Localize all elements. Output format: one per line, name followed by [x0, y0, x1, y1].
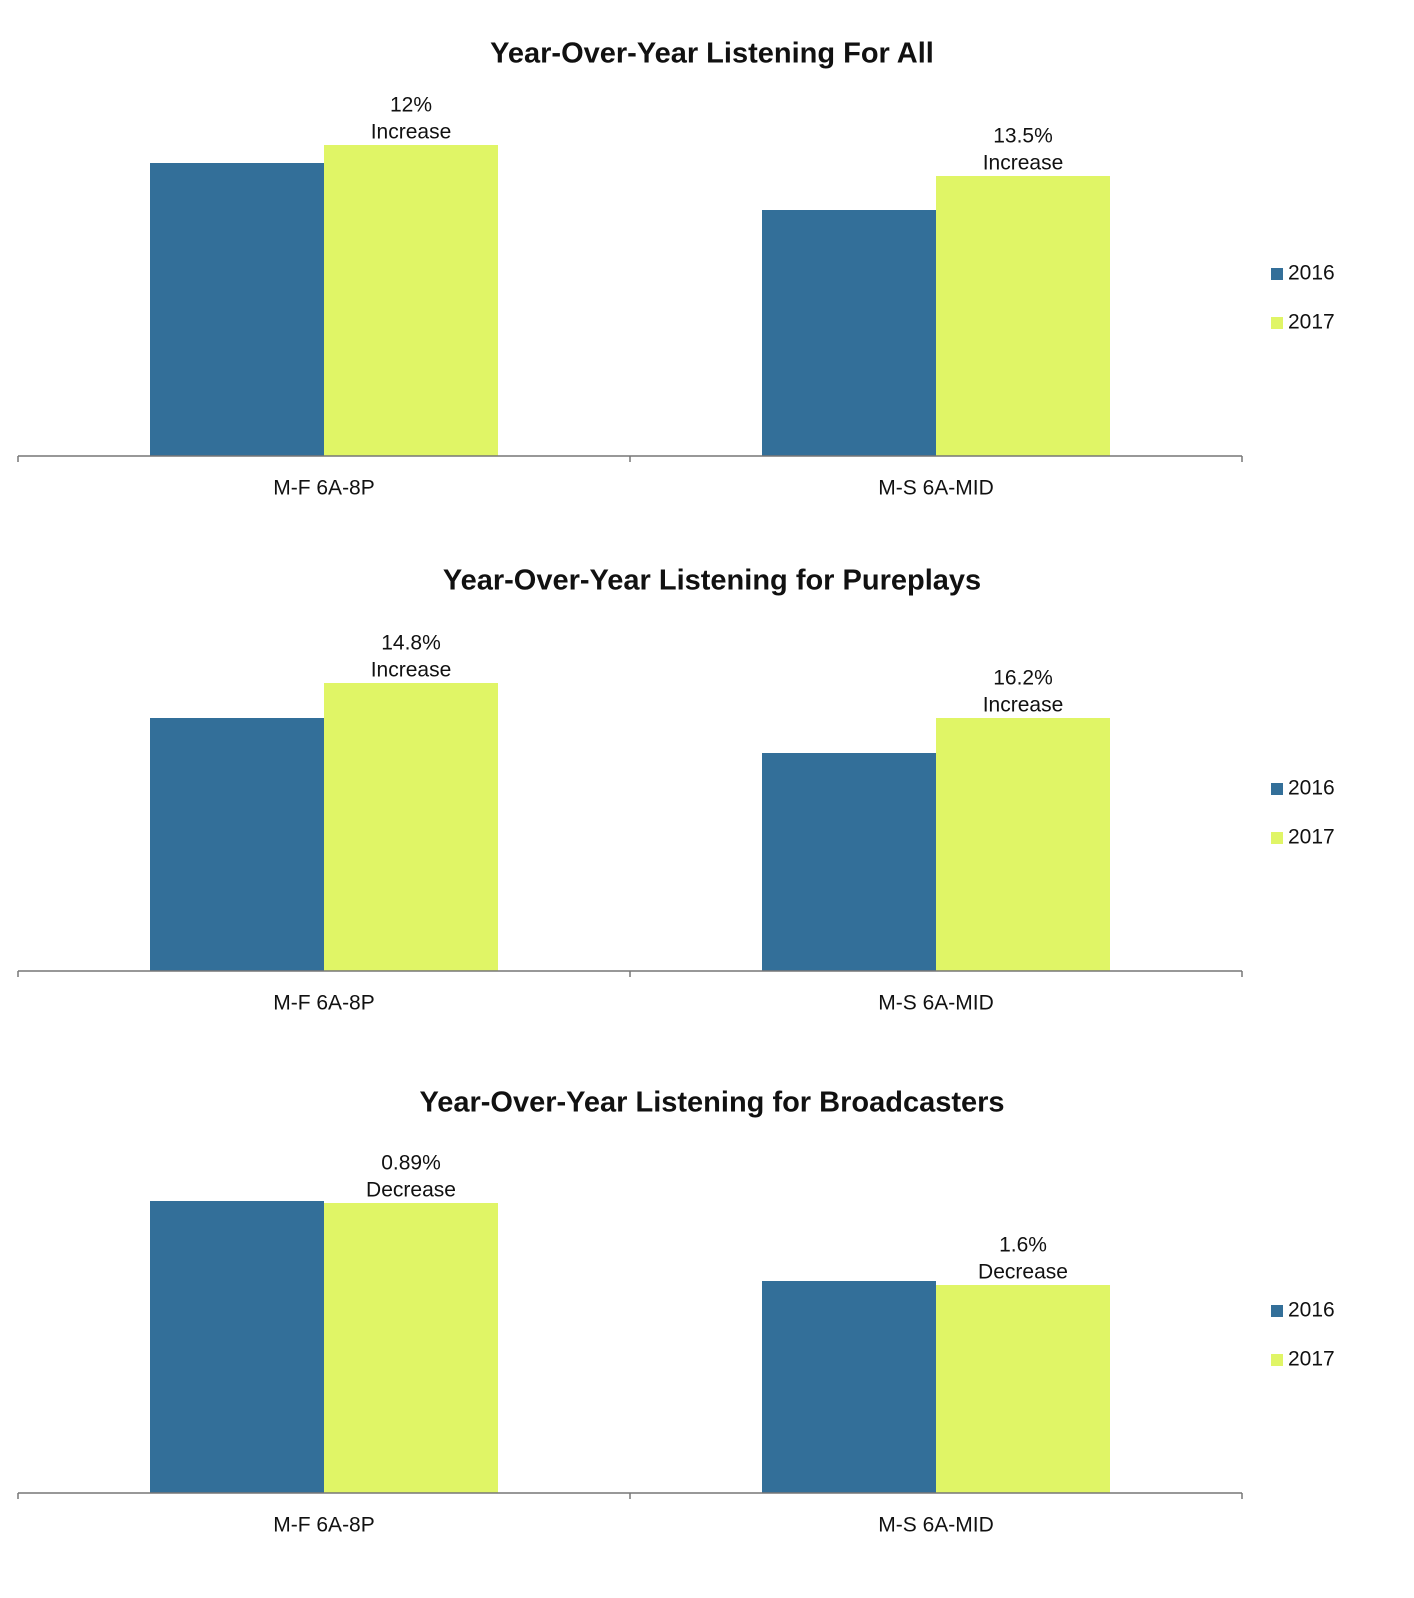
- annotation: Increase: [371, 121, 452, 144]
- annotation: 12%: [390, 94, 432, 117]
- x-tick-label: M-S 6A-MID: [878, 992, 994, 1015]
- annotation: 13.5%: [993, 125, 1053, 148]
- legend-swatch: [1271, 317, 1283, 329]
- legend-swatch: [1271, 1354, 1283, 1366]
- bar: [150, 163, 324, 456]
- legend-label: 2016: [1288, 262, 1335, 285]
- x-tick-label: M-F 6A-8P: [273, 992, 375, 1015]
- legend-label: 2017: [1288, 1348, 1335, 1371]
- x-tick-label: M-S 6A-MID: [878, 477, 994, 500]
- legend-label: 2016: [1288, 1299, 1335, 1322]
- legend-swatch: [1271, 268, 1283, 280]
- bar: [762, 210, 936, 456]
- legend-label: 2016: [1288, 777, 1335, 800]
- legend-label: 2017: [1288, 311, 1335, 334]
- chart: Year-Over-Year Listening for Broadcaster…: [17, 1087, 1335, 1537]
- legend-swatch: [1271, 832, 1283, 844]
- chart: Year-Over-Year Listening for Pureplays 14…: [17, 565, 1335, 1015]
- annotation: 14.8%: [381, 632, 441, 655]
- bar: [150, 718, 324, 971]
- bar: [936, 176, 1110, 456]
- legend-swatch: [1271, 1305, 1283, 1317]
- annotation: Increase: [983, 694, 1064, 717]
- bar: [936, 1285, 1110, 1493]
- bar: [762, 1281, 936, 1493]
- x-tick-label: M-S 6A-MID: [878, 1514, 994, 1537]
- chart: Year-Over-Year Listening For All 12% Incre…: [17, 38, 1335, 500]
- legend-swatch: [1271, 783, 1283, 795]
- annotation: 0.89%: [381, 1152, 441, 1175]
- bar: [150, 1201, 324, 1493]
- x-tick-label: M-F 6A-8P: [273, 1514, 375, 1537]
- bar: [936, 718, 1110, 971]
- chart-title: Year-Over-Year Listening for Broadcaster…: [419, 1087, 1004, 1119]
- bar: [324, 683, 498, 971]
- annotation: 16.2%: [993, 667, 1053, 690]
- bar: [324, 1203, 498, 1493]
- chart-title: Year-Over-Year Listening For All: [490, 38, 934, 70]
- annotation: Decrease: [978, 1261, 1068, 1284]
- bar: [324, 145, 498, 456]
- annotation: Increase: [983, 152, 1064, 175]
- x-tick-label: M-F 6A-8P: [273, 477, 375, 500]
- annotation: 1.6%: [999, 1234, 1047, 1257]
- chart-title: Year-Over-Year Listening for Pureplays: [443, 565, 981, 597]
- bar: [762, 753, 936, 971]
- annotation: Decrease: [366, 1179, 456, 1202]
- annotation: Increase: [371, 659, 452, 682]
- legend-label: 2017: [1288, 826, 1335, 849]
